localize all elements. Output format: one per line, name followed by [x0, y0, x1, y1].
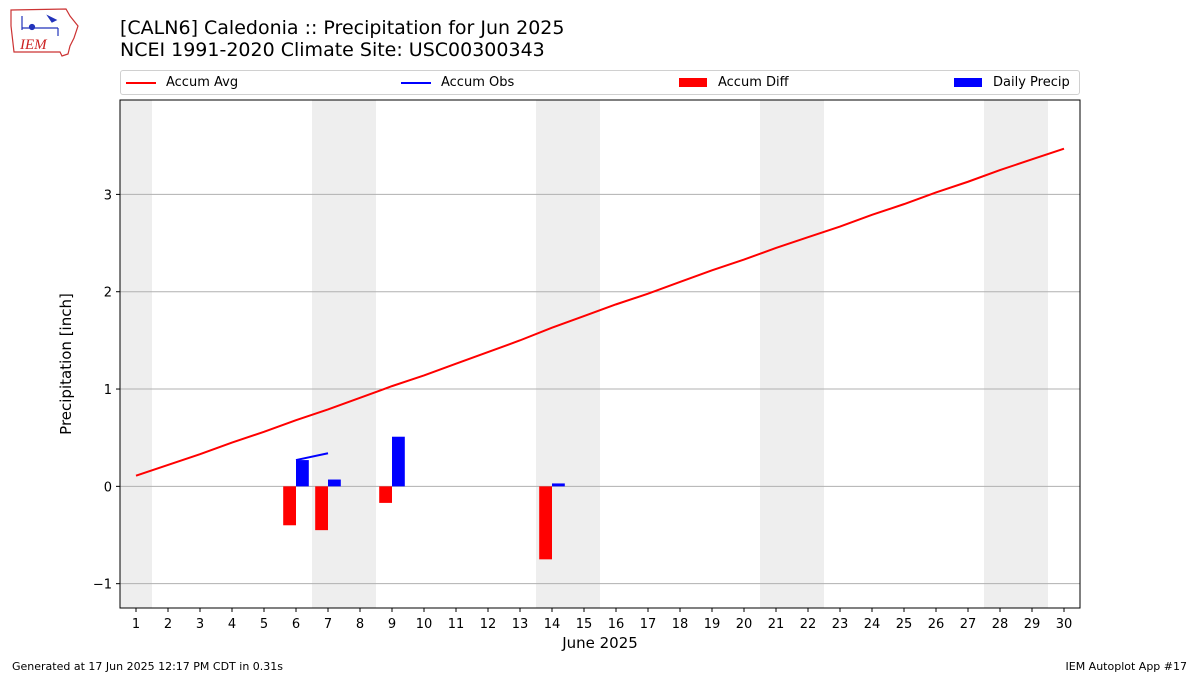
- accum-obs-line: [295, 452, 329, 462]
- x-tick-label: 8: [356, 617, 364, 632]
- footer-app: IEM Autoplot App #17: [1065, 660, 1188, 673]
- title-line-1: [CALN6] Caledonia :: Precipitation for J…: [120, 17, 565, 39]
- legend-swatch-accum-avg: [126, 81, 156, 84]
- weekend-band-day-28: [984, 100, 1016, 608]
- y-tick-label: −1: [93, 578, 112, 593]
- x-tick-label: 12: [480, 617, 497, 632]
- x-tick-label: 21: [768, 617, 785, 632]
- weekend-band-day-15: [568, 100, 600, 608]
- x-tick-label: 11: [448, 617, 465, 632]
- axes-frame: [119, 99, 1081, 609]
- daily-precip-bar-day-14: [552, 483, 565, 487]
- legend: Accum Avg Accum Obs Accum Diff Daily Pre…: [120, 70, 1080, 95]
- x-tick-label: 5: [260, 617, 268, 632]
- accum-diff-bar-day-6: [283, 486, 296, 526]
- accum-diff-bar-day-9: [379, 486, 392, 503]
- legend-item-accum-obs: Accum Obs: [401, 71, 514, 94]
- legend-label-daily-precip: Daily Precip: [993, 75, 1070, 90]
- legend-label-accum-obs: Accum Obs: [441, 75, 515, 90]
- weather-station-icon: [21, 14, 59, 36]
- x-tick-label: 10: [416, 617, 433, 632]
- x-tick-label: 9: [388, 617, 396, 632]
- x-axis-label: June 2025: [562, 634, 638, 652]
- x-tick-label: 26: [928, 617, 945, 632]
- daily-precip-bar-day-9: [392, 436, 405, 487]
- logo-text: IEM: [19, 37, 48, 53]
- x-tick-label: 2: [164, 617, 172, 632]
- x-tick-label: 28: [992, 617, 1009, 632]
- y-tick-label: 3: [104, 188, 112, 203]
- legend-label-accum-avg: Accum Avg: [166, 75, 239, 90]
- legend-item-accum-diff: Accum Diff: [679, 71, 789, 94]
- weekend-band-day-1: [120, 100, 152, 608]
- x-tick-label: 4: [228, 617, 236, 632]
- x-tick-label: 22: [800, 617, 817, 632]
- legend-label-accum-diff: Accum Diff: [718, 75, 789, 90]
- x-tick-label: 13: [512, 617, 529, 632]
- x-tick-label: 1: [132, 617, 140, 632]
- x-tick-label: 7: [324, 617, 332, 632]
- y-tick-label: 2: [104, 286, 112, 301]
- x-tick-label: 27: [960, 617, 977, 632]
- weekend-band-day-22: [792, 100, 824, 608]
- x-tick-label: 6: [292, 617, 300, 632]
- x-tick-label: 20: [736, 617, 753, 632]
- x-tick-label: 29: [1024, 617, 1041, 632]
- accum-diff-bar-day-7: [315, 486, 328, 531]
- x-tick-label: 18: [672, 617, 689, 632]
- iem-logo: IEM: [10, 8, 79, 57]
- title-line-2: NCEI 1991-2020 Climate Site: USC00300343: [120, 39, 545, 61]
- y-tick-label: 0: [104, 480, 112, 495]
- weekend-band-day-7: [312, 100, 344, 608]
- y-tick-label: 1: [104, 383, 112, 398]
- legend-swatch-daily-precip: [954, 78, 982, 87]
- y-axis-label: Precipitation [inch]: [57, 293, 75, 435]
- chart-title: [CALN6] Caledonia :: Precipitation for J…: [120, 17, 564, 61]
- legend-item-daily-precip: Daily Precip: [954, 71, 1070, 94]
- footer-generated: Generated at 17 Jun 2025 12:17 PM CDT in…: [12, 660, 284, 673]
- x-tick-label: 15: [576, 617, 593, 632]
- legend-item-accum-avg: Accum Avg: [126, 71, 238, 94]
- x-tick-label: 17: [640, 617, 657, 632]
- x-tick-label: 16: [608, 617, 625, 632]
- x-tick-label: 23: [832, 617, 849, 632]
- daily-precip-bar-day-6: [296, 460, 309, 487]
- daily-precip-bar-day-7: [328, 479, 341, 487]
- x-tick-label: 30: [1056, 617, 1073, 632]
- accum-diff-bar-day-14: [539, 486, 552, 560]
- weekend-band-day-8: [344, 100, 376, 608]
- accum-avg-line: [135, 147, 1065, 477]
- x-tick-label: 14: [544, 617, 561, 632]
- legend-swatch-accum-diff: [679, 78, 707, 87]
- iowa-outline-shape: [10, 8, 79, 57]
- x-tick-label: 3: [196, 617, 204, 632]
- x-tick-label: 19: [704, 617, 721, 632]
- x-tick-label: 24: [864, 617, 881, 632]
- legend-swatch-accum-obs: [401, 81, 431, 84]
- weekend-band-day-29: [1016, 100, 1048, 608]
- weekend-band-day-21: [760, 100, 792, 608]
- x-tick-label: 25: [896, 617, 913, 632]
